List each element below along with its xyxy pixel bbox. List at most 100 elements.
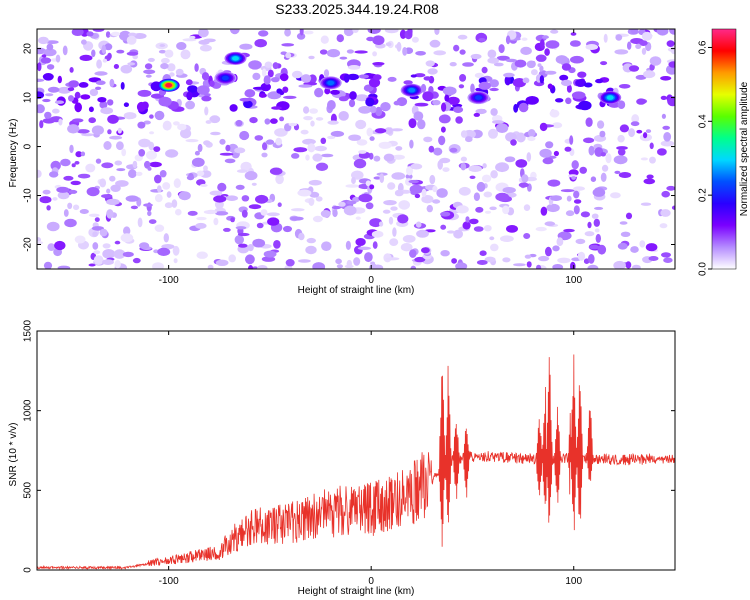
heatmap-cell: [625, 261, 632, 269]
heatmap-cell: [449, 61, 457, 67]
heatmap-cell: [143, 120, 151, 125]
heatmap-peak: [224, 51, 247, 65]
heatmap-cell: [462, 62, 474, 67]
heatmap-cell: [130, 205, 138, 210]
heatmap-cell: [263, 75, 271, 85]
heatmap-cell: [76, 129, 90, 134]
colorbar: 0.0 0.2 0.4 0.6 Normalized spectral amplitu…: [698, 28, 750, 276]
heatmap-cell: [544, 70, 557, 75]
heatmap-cell: [374, 128, 387, 134]
heatmap-y-tick-label: 20: [23, 43, 34, 55]
snr-frame: [36, 330, 676, 571]
heatmap-cell: [455, 116, 463, 124]
heatmap-cell: [513, 263, 526, 267]
heatmap-cell: [81, 133, 95, 137]
heatmap-cell: [67, 202, 73, 209]
heatmap-cell: [402, 47, 408, 56]
heatmap-cell: [91, 226, 104, 231]
heatmap-cell: [535, 226, 547, 232]
heatmap-y-tick-label: 0: [23, 143, 34, 149]
heatmap-cell: [160, 63, 169, 70]
heatmap-cell: [645, 129, 652, 134]
heatmap-cell: [516, 132, 526, 143]
heatmap-cell: [99, 178, 107, 188]
heatmap-cell: [502, 205, 510, 215]
heatmap-cell: [496, 55, 510, 61]
heatmap-cell: [415, 51, 426, 56]
heatmap-cell: [496, 123, 509, 133]
heatmap-cell: [77, 173, 91, 179]
heatmap-cell: [169, 72, 175, 77]
heatmap-cell: [332, 209, 338, 218]
heatmap-cell: [409, 249, 417, 258]
heatmap-cell: [518, 182, 529, 188]
heatmap-cell: [272, 62, 279, 70]
heatmap-cell: [40, 57, 52, 64]
heatmap-cell: [583, 137, 595, 144]
heatmap-cell: [660, 209, 671, 217]
heatmap-cell: [225, 195, 238, 201]
heatmap-cell: [154, 194, 163, 203]
heatmap-cell: [469, 218, 479, 225]
heatmap-cell: [408, 179, 419, 184]
heatmap-cell: [358, 106, 372, 114]
heatmap-cell: [187, 210, 198, 216]
heatmap-cell: [667, 96, 675, 107]
heatmap-cell: [426, 204, 433, 213]
heatmap-cell: [639, 40, 648, 46]
heatmap-cell: [255, 194, 269, 204]
heatmap-cell: [102, 243, 111, 249]
heatmap-cell: [254, 39, 267, 48]
heatmap-cell: [147, 210, 152, 217]
heatmap-cell: [308, 55, 315, 60]
heatmap-cell: [646, 174, 654, 179]
heatmap-cell: [291, 70, 303, 79]
heatmap-cell: [309, 191, 320, 198]
heatmap-cell: [649, 142, 654, 150]
heatmap-cell: [154, 224, 165, 232]
heatmap-cell: [336, 34, 344, 43]
snr-x-tick-label: 0: [368, 576, 374, 587]
heatmap-cell: [373, 155, 381, 162]
heatmap-cell: [670, 46, 675, 55]
heatmap-cell: [416, 229, 429, 238]
heatmap-cell: [308, 179, 322, 186]
snr-y-ticks: 0 500 1000 1500: [23, 319, 675, 573]
heatmap-cell: [397, 214, 409, 224]
heatmap-cell: [618, 84, 631, 89]
heatmap-cell: [459, 49, 466, 55]
heatmap-cell: [413, 111, 424, 121]
heatmap-cell: [305, 154, 310, 161]
heatmap-cell: [248, 60, 262, 70]
heatmap-cell: [469, 175, 476, 179]
colorbar-tick-label: 0.2: [698, 188, 709, 202]
heatmap-cell: [106, 209, 114, 219]
heatmap-cell: [99, 100, 108, 109]
heatmap-cell: [101, 44, 107, 54]
heatmap-cell: [180, 128, 192, 139]
heatmap-cell: [542, 35, 549, 39]
heatmap-cell: [331, 205, 342, 210]
heatmap-cell: [149, 114, 154, 119]
heatmap-cell: [54, 240, 66, 251]
heatmap-cell: [502, 187, 516, 194]
heatmap-cell: [241, 209, 248, 218]
heatmap-cell: [146, 150, 157, 160]
heatmap-cell: [440, 250, 450, 257]
heatmap-cell: [237, 232, 250, 237]
heatmap-cell: [379, 173, 385, 184]
heatmap-cell: [504, 75, 511, 86]
heatmap-cell: [57, 191, 70, 200]
heatmap-cell: [600, 172, 607, 182]
heatmap-cell: [577, 251, 586, 261]
heatmap-cell: [143, 69, 156, 75]
heatmap-cell: [74, 235, 86, 244]
heatmap-cell: [619, 221, 628, 225]
heatmap-cell: [661, 252, 671, 258]
heatmap-cell: [580, 211, 591, 218]
heatmap-cell: [524, 254, 532, 259]
heatmap-cell: [162, 182, 171, 190]
heatmap-cell: [465, 136, 473, 143]
heatmap-cell: [95, 86, 102, 91]
heatmap-cell: [201, 95, 212, 102]
